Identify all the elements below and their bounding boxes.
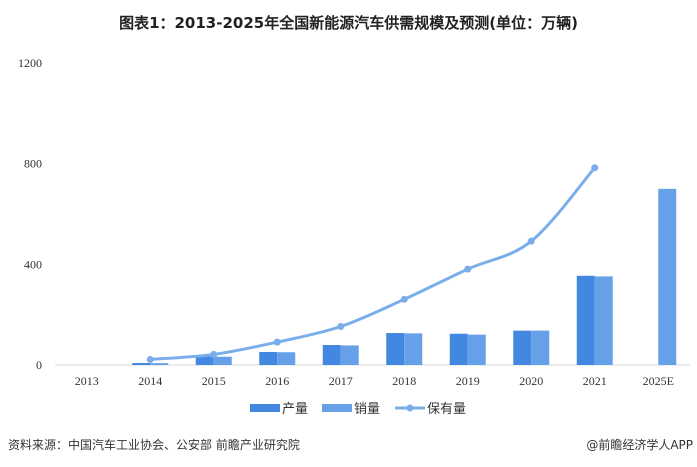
- bar-产量-2017: [322, 345, 341, 365]
- x-tick-label: 2017: [329, 374, 353, 388]
- point-保有量: [273, 338, 281, 346]
- bar-销量-2015: [213, 356, 232, 365]
- x-tick-label: 2021: [583, 374, 607, 388]
- legend-label-产量: 产量: [282, 402, 308, 417]
- point-保有量: [337, 322, 345, 330]
- source-note: 资料来源：中国汽车工业协会、公安部 前瞻产业研究院: [8, 438, 300, 452]
- y-tick-label: 0: [36, 358, 42, 372]
- point-保有量: [146, 355, 154, 363]
- point-保有量: [591, 164, 599, 172]
- bar-产量-2021: [576, 275, 595, 365]
- x-tick-label: 2025E: [643, 374, 674, 388]
- x-tick-label: 2015: [202, 374, 226, 388]
- x-tick-label: 2020: [519, 374, 543, 388]
- bar-销量-2019: [467, 334, 486, 365]
- point-保有量: [210, 350, 218, 358]
- x-tick-label: 2019: [456, 374, 480, 388]
- legend-label-销量: 销量: [354, 402, 380, 417]
- legend-swatch-产量: [250, 404, 280, 412]
- legend-label-保有量: 保有量: [427, 402, 466, 417]
- legend-swatch-销量: [322, 404, 352, 412]
- bar-产量-2018: [386, 333, 405, 365]
- bar-销量-2017: [340, 345, 359, 365]
- x-tick-label: 2016: [265, 374, 289, 388]
- bar-销量-2016: [277, 352, 296, 365]
- bar-产量-2015: [195, 356, 214, 365]
- point-保有量: [464, 265, 472, 273]
- brand-credit: @前瞻经济学人APP: [586, 438, 693, 452]
- y-tick-label: 800: [24, 157, 42, 171]
- bar-销量-2014: [150, 363, 169, 365]
- y-tick-label: 1200: [18, 56, 42, 70]
- legend-marker-保有量: [406, 404, 414, 412]
- bar-产量-2019: [449, 333, 468, 365]
- bar-销量-2021: [594, 276, 613, 365]
- point-保有量: [400, 295, 408, 303]
- y-tick-label: 400: [24, 257, 42, 271]
- chart-title: 图表1：2013-2025年全国新能源汽车供需规模及预测(单位：万辆): [119, 14, 578, 32]
- bar-产量-2020: [513, 330, 532, 365]
- x-tick-label: 2018: [392, 374, 416, 388]
- x-tick-label: 2013: [75, 374, 99, 388]
- bar-产量-2014: [132, 363, 151, 365]
- x-tick-label: 2014: [138, 374, 162, 388]
- bar-销量-2018: [404, 333, 423, 365]
- bar-产量-2016: [259, 351, 278, 365]
- point-保有量: [527, 237, 535, 245]
- bar-销量-2020: [531, 330, 550, 365]
- bar-销量-2025E: [658, 188, 677, 365]
